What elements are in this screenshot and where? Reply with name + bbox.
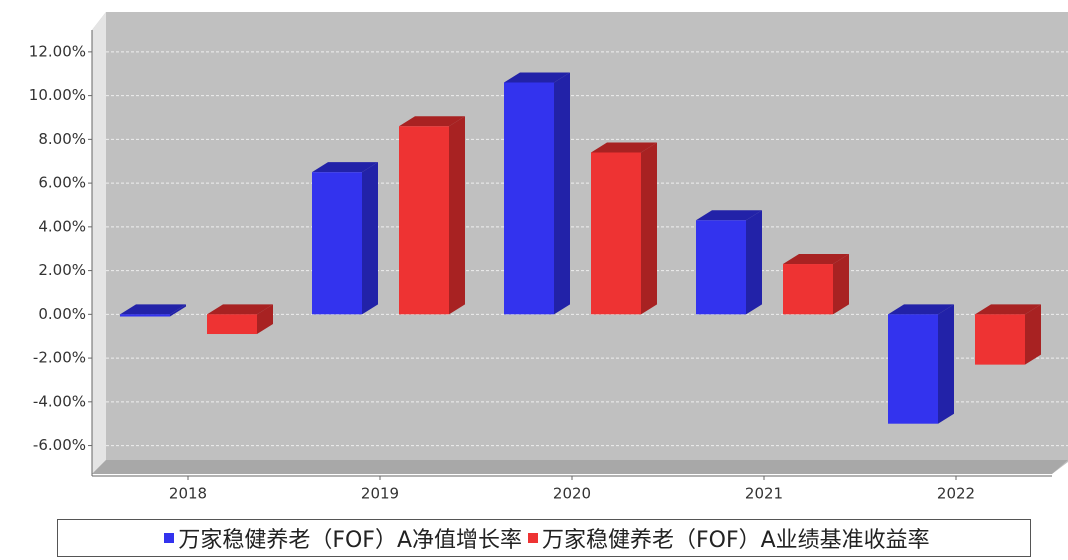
bar xyxy=(312,172,362,315)
bar xyxy=(888,314,938,424)
bar-side xyxy=(833,254,849,315)
bar-top xyxy=(888,304,954,315)
y-tick-label: 8.00% xyxy=(38,130,86,148)
bar-top xyxy=(975,304,1041,315)
bar xyxy=(696,220,746,315)
y-tick-label: 4.00% xyxy=(38,217,86,235)
x-tick-label: 2020 xyxy=(553,485,591,503)
y-tick-label: 2.00% xyxy=(38,261,86,279)
bar xyxy=(975,314,1025,365)
legend: 万家稳健养老（FOF）A净值增长率 万家稳健养老（FOF）A业绩基准收益率 xyxy=(57,519,1031,557)
bar-top xyxy=(207,304,273,315)
bar xyxy=(399,126,449,315)
bar-top xyxy=(399,116,465,127)
bar-top xyxy=(591,142,657,153)
y-tick-label: -6.00% xyxy=(33,436,86,454)
bar-side xyxy=(257,304,273,335)
y-tick-label: 6.00% xyxy=(38,174,86,192)
bar-top xyxy=(120,304,186,315)
legend-swatch xyxy=(164,533,175,543)
legend-label: 万家稳健养老（FOF）A业绩基准收益率 xyxy=(542,528,930,553)
bar-side xyxy=(449,116,465,315)
bar xyxy=(207,314,257,335)
floor xyxy=(92,460,1068,474)
bar-top xyxy=(783,254,849,265)
bar-side xyxy=(554,72,570,315)
x-tick-label: 2019 xyxy=(361,485,399,503)
legend-swatch xyxy=(528,533,538,543)
bar-side xyxy=(938,304,954,424)
x-tick-label: 2022 xyxy=(937,485,975,503)
bar-side xyxy=(746,210,762,315)
side-wall xyxy=(92,12,106,474)
x-tick-label: 2021 xyxy=(745,485,783,503)
bar-side xyxy=(641,142,657,315)
bar xyxy=(120,314,170,317)
bar xyxy=(783,264,833,315)
bar xyxy=(504,82,554,315)
bar-top xyxy=(504,72,570,83)
y-tick-label: 12.00% xyxy=(29,42,86,60)
legend-label: 万家稳健养老（FOF）A净值增长率 xyxy=(178,528,522,553)
y-tick-label: 0.00% xyxy=(38,305,86,323)
bar-top xyxy=(696,210,762,221)
y-tick-label: -2.00% xyxy=(33,349,86,367)
chart: -6.00% -4.00% -2.00% 0.00% 2.00% 4.00% 6.00% 8.… xyxy=(29,12,1068,503)
bar xyxy=(591,152,641,315)
x-tick-label: 2018 xyxy=(169,485,207,503)
y-tick-label: 10.00% xyxy=(29,86,86,104)
bar-top xyxy=(312,162,378,173)
bar-side xyxy=(1025,304,1041,365)
y-tick-label: -4.00% xyxy=(33,392,86,410)
bar-side xyxy=(170,304,186,317)
bar-side xyxy=(362,162,378,315)
